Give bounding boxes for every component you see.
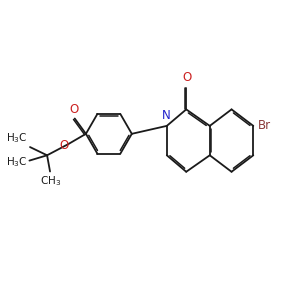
- Text: CH$_3$: CH$_3$: [40, 174, 61, 188]
- Text: O: O: [59, 139, 69, 152]
- Text: O: O: [183, 71, 192, 84]
- Text: H$_3$C: H$_3$C: [6, 131, 28, 145]
- Text: H$_3$C: H$_3$C: [5, 155, 27, 169]
- Text: O: O: [69, 103, 78, 116]
- Text: Br: Br: [257, 119, 271, 132]
- Text: N: N: [162, 109, 171, 122]
